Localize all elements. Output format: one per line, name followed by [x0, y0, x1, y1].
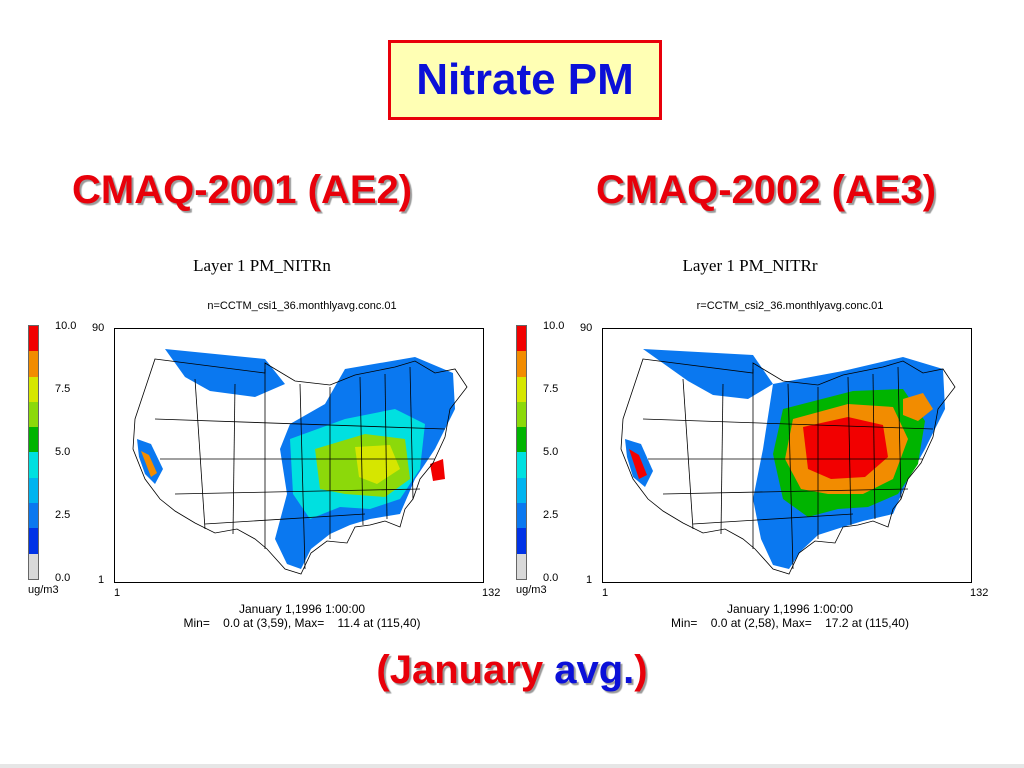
state-boundary [897, 366, 902, 500]
colorbar-tick: 7.5 [543, 383, 559, 395]
colorbar-segment [517, 477, 526, 504]
bottom-divider [0, 764, 1024, 768]
colorbar-tick: 0.0 [55, 572, 71, 584]
footer-month: January [389, 648, 544, 692]
right-map-panel: Layer 1 PM_NITRr r=CCTM_csi2_36.monthlya… [510, 252, 990, 637]
x-axis-right-label: 132 [970, 587, 989, 599]
colorbar-segment [517, 326, 526, 352]
footer-open-paren: ( [376, 648, 390, 692]
colorbar-segment [517, 351, 526, 377]
colorbar-segment [29, 401, 38, 428]
us-outline [132, 358, 468, 575]
state-boundary [662, 488, 909, 495]
state-boundary [154, 418, 446, 430]
colorbar-segment [29, 351, 38, 377]
unit-label: ug/m3 [516, 584, 547, 596]
minmax-label: Min= 0.0 at (3,59), Max= 11.4 at (115,40… [183, 616, 421, 630]
colorbar-segment [29, 503, 38, 529]
concentration-field [625, 349, 945, 569]
colorbar-segment [517, 452, 526, 478]
state-boundary [384, 373, 388, 520]
colorbar-segment [29, 477, 38, 504]
footer-avg: avg. [554, 648, 635, 692]
colorbar-segment [29, 452, 38, 478]
colorbar-segment [517, 503, 526, 529]
concentration-patch [430, 459, 445, 481]
layer-label: Layer 1 PM_NITRr [682, 256, 818, 275]
colorbar-segment [517, 401, 526, 428]
state-boundary [642, 418, 934, 430]
colorbar-tick: 5.0 [543, 446, 559, 458]
concentration-map [602, 328, 972, 583]
y-axis-top-label: 90 [92, 322, 105, 334]
state-boundary [194, 378, 206, 530]
minmax-label: Min= 0.0 at (2,58), Max= 17.2 at (115,40… [671, 616, 909, 630]
left-map-panel: Layer 1 PM_NITRn n=CCTM_csi1_36.monthlya… [22, 252, 502, 637]
unit-label: ug/m3 [28, 584, 59, 596]
colorbar-segment [517, 427, 526, 453]
state-boundary [847, 376, 852, 526]
colorbar-segment [29, 427, 38, 453]
colorbar-tick: 5.0 [55, 446, 71, 458]
state-boundary [409, 366, 414, 500]
colorbar-segment [29, 553, 38, 579]
file-label: r=CCTM_csi2_36.monthlyavg.conc.01 [696, 300, 884, 312]
layer-label: Layer 1 PM_NITRn [193, 256, 331, 275]
date-label: January 1,1996 1:00:00 [238, 602, 366, 616]
y-axis-top-label: 90 [580, 322, 593, 334]
colorbar-tick: 7.5 [55, 383, 71, 395]
slide-title-box: Nitrate PM [388, 40, 662, 120]
footer-close-paren: ) [634, 648, 648, 692]
concentration-patch [903, 393, 933, 421]
state-boundary [204, 513, 366, 525]
state-boundary [359, 376, 364, 526]
colorbar-tick: 0.0 [543, 572, 559, 584]
concentration-patch [643, 349, 773, 399]
left-model-heading: CMAQ-2001 (AE2) [72, 168, 413, 212]
colorbar-segment [29, 528, 38, 554]
us-outline [620, 358, 956, 575]
state-boundary [299, 383, 306, 570]
colorbar-tick: 2.5 [543, 509, 559, 521]
y-axis-bottom-label: 1 [586, 574, 593, 586]
colorbar-segment [29, 376, 38, 402]
state-boundaries [132, 358, 468, 575]
colorbar-tick: 10.0 [543, 320, 565, 332]
state-boundary [872, 373, 876, 520]
state-boundary [174, 488, 421, 495]
x-axis-left-label: 1 [602, 587, 609, 599]
state-boundaries [620, 358, 956, 575]
x-axis-left-label: 1 [114, 587, 121, 599]
date-label: January 1,1996 1:00:00 [726, 602, 854, 616]
concentration-patch [803, 417, 888, 479]
colorbar-tick: 2.5 [55, 509, 71, 521]
concentration-patch [355, 445, 400, 484]
colorbar-segment [29, 326, 38, 352]
colorbar [516, 325, 527, 580]
state-boundary [682, 378, 694, 530]
colorbar [28, 325, 39, 580]
state-boundary [692, 513, 854, 525]
slide-title: Nitrate PM [416, 55, 634, 104]
colorbar-segment [517, 376, 526, 402]
y-axis-bottom-label: 1 [98, 574, 105, 586]
right-model-heading: CMAQ-2002 (AE3) [596, 168, 937, 212]
concentration-patch [141, 451, 157, 477]
colorbar-tick: 10.0 [55, 320, 77, 332]
colorbar-segment [517, 528, 526, 554]
concentration-map [114, 328, 484, 583]
footer-caption: (January avg.) [0, 648, 1024, 693]
concentration-patch [629, 449, 647, 479]
state-boundary [787, 383, 794, 570]
x-axis-right-label: 132 [482, 587, 501, 599]
colorbar-segment [517, 553, 526, 579]
concentration-patch [165, 349, 285, 397]
file-label: n=CCTM_csi1_36.monthlyavg.conc.01 [207, 300, 397, 312]
